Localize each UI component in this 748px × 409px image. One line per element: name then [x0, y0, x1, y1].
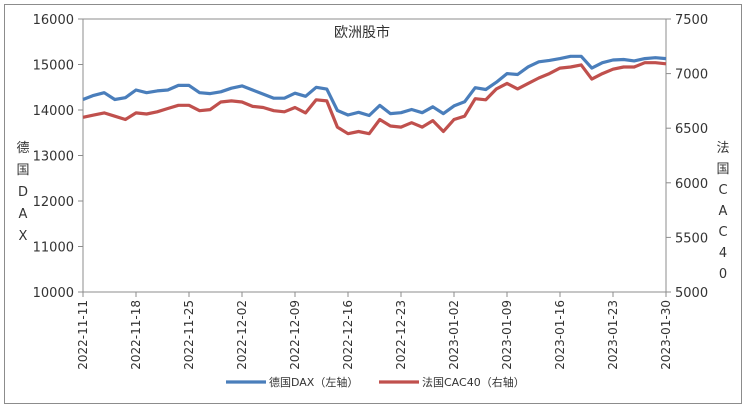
y-right-label-char: 4	[719, 246, 727, 261]
x-tick-label: 2022-12-09	[288, 300, 302, 370]
legend-label-1: 德国DAX（左轴）	[269, 375, 358, 389]
legend: 德国DAX（左轴） 法国CAC40（右轴）	[226, 375, 525, 389]
x-tick-label: 2022-12-02	[235, 300, 249, 370]
x-tick-label: 2023-01-09	[500, 300, 514, 370]
y-right-label-char: 国	[716, 162, 729, 177]
y-right-label-char: C	[718, 225, 727, 240]
y-axis-left: 10000 11000 12000 13000 14000 15000 16000	[33, 13, 83, 301]
y-left-label-char: X	[19, 229, 28, 244]
y-left-tick-label: 11000	[33, 241, 74, 256]
series-line-1	[82, 54, 667, 118]
y-left-label-char: A	[19, 207, 28, 222]
y-axis-right-label: 法国CAC40	[716, 141, 729, 282]
y-right-tick-label: 7500	[675, 13, 708, 28]
y-right-tick-label: 5000	[675, 286, 708, 301]
x-tick-label: 2023-01-16	[553, 300, 567, 370]
series-line-2	[82, 61, 667, 136]
x-tick-label: 2023-01-02	[447, 300, 461, 370]
y-right-tick-label: 6000	[675, 177, 708, 192]
x-tick-label: 2022-11-18	[129, 300, 143, 370]
y-axis-right: 5000 5500 6000 6500 7000 7500	[666, 13, 708, 301]
y-left-tick-label: 12000	[33, 195, 74, 210]
y-axis-left-label: 德国DAX	[16, 141, 29, 244]
y-left-tick-label: 14000	[33, 104, 74, 119]
x-tick-label: 2023-01-30	[659, 300, 673, 370]
y-right-label-char: 法	[716, 141, 729, 156]
plot-area	[82, 18, 667, 293]
x-tick-label: 2022-11-25	[182, 300, 196, 370]
y-left-tick-label: 13000	[33, 150, 74, 165]
x-tick-label: 2022-12-16	[341, 300, 355, 370]
x-tick-label: 2022-12-23	[394, 300, 408, 370]
y-right-label-char: 0	[719, 267, 727, 282]
x-tick-label: 2022-11-11	[76, 300, 90, 370]
legend-label-2: 法国CAC40（右轴）	[422, 375, 525, 389]
y-left-tick-label: 16000	[33, 13, 74, 28]
chart-frame	[4, 4, 742, 404]
y-left-label-char: 国	[16, 163, 29, 178]
plot-border	[82, 18, 667, 293]
x-axis: 2022-11-11 2022-11-18 2022-11-25 2022-12-02…	[76, 292, 673, 370]
x-tick-label: 2023-01-23	[606, 300, 620, 370]
y-right-tick-label: 7000	[675, 68, 708, 83]
y-left-label-char: D	[18, 185, 28, 200]
y-right-tick-label: 6500	[675, 122, 708, 137]
y-left-tick-label: 10000	[33, 286, 74, 301]
y-right-label-char: C	[718, 183, 727, 198]
y-right-label-char: A	[719, 204, 728, 219]
chart-title: 欧洲股市	[334, 24, 390, 41]
y-left-tick-label: 15000	[33, 59, 74, 74]
y-right-tick-label: 5500	[675, 231, 708, 246]
y-left-label-char: 德	[16, 141, 29, 156]
series-lines	[82, 54, 667, 136]
